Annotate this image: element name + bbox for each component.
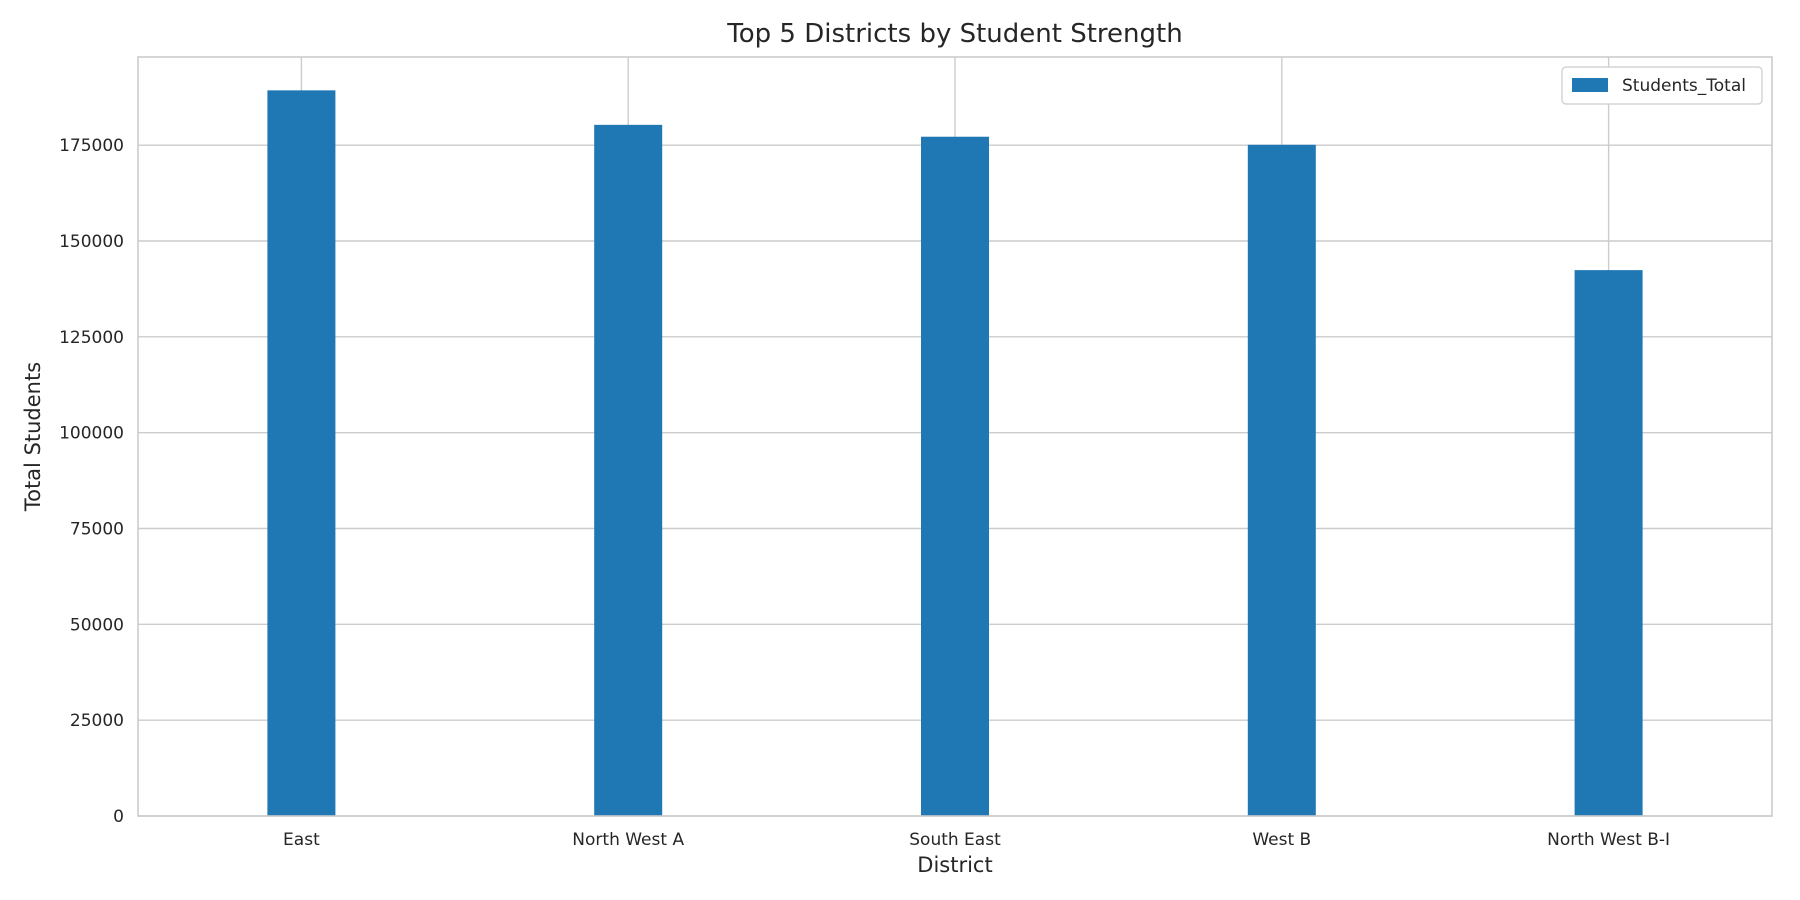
legend-swatch bbox=[1572, 78, 1608, 92]
x-tick-label: West B bbox=[1252, 830, 1311, 850]
y-tick-label: 75000 bbox=[70, 520, 124, 540]
legend-label: Students_Total bbox=[1622, 76, 1746, 96]
legend: Students_Total bbox=[1561, 66, 1763, 105]
chart-title: Top 5 Districts by Student Strength bbox=[726, 19, 1182, 49]
x-tick-label: South East bbox=[909, 830, 1001, 850]
x-axis-label: District bbox=[917, 853, 992, 877]
y-tick-label: 0 bbox=[113, 807, 124, 827]
x-tick-label: East bbox=[283, 830, 320, 850]
plot-frame bbox=[137, 56, 1773, 817]
y-axis-label: Total Students bbox=[21, 362, 45, 512]
y-tick-label: 150000 bbox=[59, 232, 124, 252]
x-axis-ticks: East North West A South East West B North We… bbox=[283, 830, 1670, 850]
x-tick-label: North West A bbox=[572, 830, 684, 850]
bars bbox=[267, 90, 1643, 817]
y-tick-label: 50000 bbox=[70, 615, 124, 635]
bar bbox=[1247, 144, 1316, 817]
bar bbox=[267, 90, 336, 817]
y-axis-ticks: 0 25000 50000 75000 100000 125000 150000 175000 bbox=[59, 136, 124, 827]
y-tick-label: 100000 bbox=[59, 424, 124, 444]
legend-box bbox=[1561, 66, 1763, 105]
bar bbox=[594, 124, 663, 817]
x-tick-label: North West B-I bbox=[1547, 830, 1670, 850]
y-tick-label: 25000 bbox=[70, 711, 124, 731]
y-tick-label: 125000 bbox=[59, 328, 124, 348]
bar bbox=[1574, 270, 1643, 817]
y-tick-label: 175000 bbox=[59, 136, 124, 156]
bar bbox=[921, 136, 989, 816]
